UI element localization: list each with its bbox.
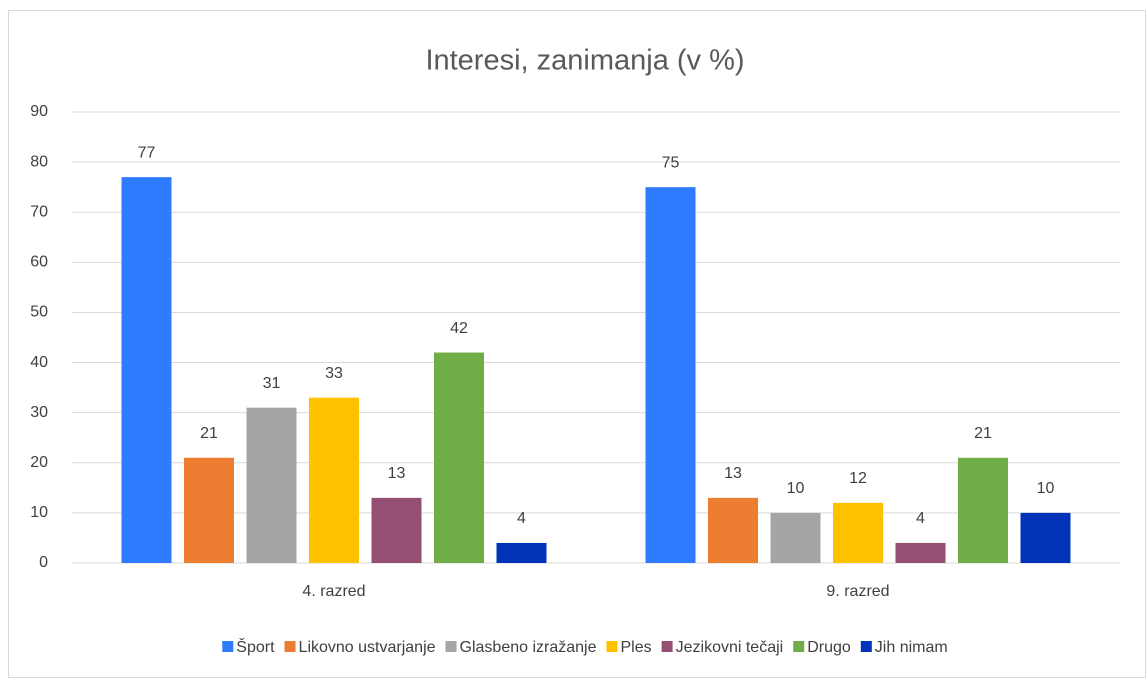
value-label: 4 [916, 510, 925, 527]
legend-swatch [661, 641, 673, 652]
bar [371, 497, 422, 563]
legend-swatch [222, 641, 234, 652]
y-tick-label: 80 [30, 153, 48, 170]
y-tick-label: 20 [30, 454, 48, 471]
y-tick-label: 70 [30, 203, 48, 220]
value-label: 4 [517, 510, 526, 527]
chart-title: Interesi, zanimanja (v %) [425, 45, 744, 77]
bar [121, 177, 172, 563]
y-tick-label: 60 [30, 254, 48, 271]
y-tick-label: 0 [39, 554, 48, 571]
x-tick-label: 9. razred [826, 583, 889, 600]
value-label: 10 [1037, 480, 1055, 497]
bar [246, 407, 297, 563]
bar [770, 512, 821, 563]
bar [1020, 512, 1071, 563]
legend-label: Šport [236, 637, 275, 656]
legend-swatch [793, 641, 805, 652]
bar [184, 457, 234, 563]
value-label: 21 [200, 425, 218, 442]
y-tick-label: 10 [30, 504, 48, 521]
value-label: 13 [388, 465, 406, 482]
bar [309, 397, 359, 563]
y-tick-label: 30 [30, 404, 48, 421]
value-label: 31 [263, 375, 281, 392]
value-label: 12 [849, 470, 867, 487]
value-label: 75 [662, 154, 680, 171]
legend-swatch [284, 641, 296, 652]
bar [958, 457, 1008, 563]
legend-label: Glasbeno izražanje [460, 639, 597, 656]
legend-label: Drugo [807, 639, 851, 656]
y-tick-label: 50 [30, 304, 48, 321]
y-tick-label: 90 [30, 103, 48, 120]
value-label: 42 [450, 320, 468, 337]
bar [895, 542, 946, 563]
value-label: 10 [787, 480, 805, 497]
legend-swatch [606, 641, 618, 652]
legend-label: Likovno ustvarjanje [299, 639, 436, 656]
legend-label: Jezikovni tečaji [676, 639, 784, 656]
legend-swatch [860, 641, 872, 652]
bar [833, 502, 883, 563]
x-tick-label: 4. razred [302, 583, 365, 600]
legend-label: Jih nimam [875, 639, 948, 656]
value-label: 77 [138, 144, 156, 161]
chart-border [8, 10, 1146, 678]
value-label: 13 [724, 465, 742, 482]
bar [645, 187, 696, 563]
legend: Šport Likovno ustvarjanje Glasbeno izražan… [222, 637, 948, 656]
value-label: 21 [974, 425, 992, 442]
legend-label: Ples [620, 639, 651, 656]
y-tick-label: 40 [30, 354, 48, 371]
bar [434, 352, 484, 563]
value-label: 33 [325, 365, 343, 382]
legend-swatch [445, 641, 457, 652]
bar [496, 542, 547, 563]
bar [708, 497, 758, 563]
